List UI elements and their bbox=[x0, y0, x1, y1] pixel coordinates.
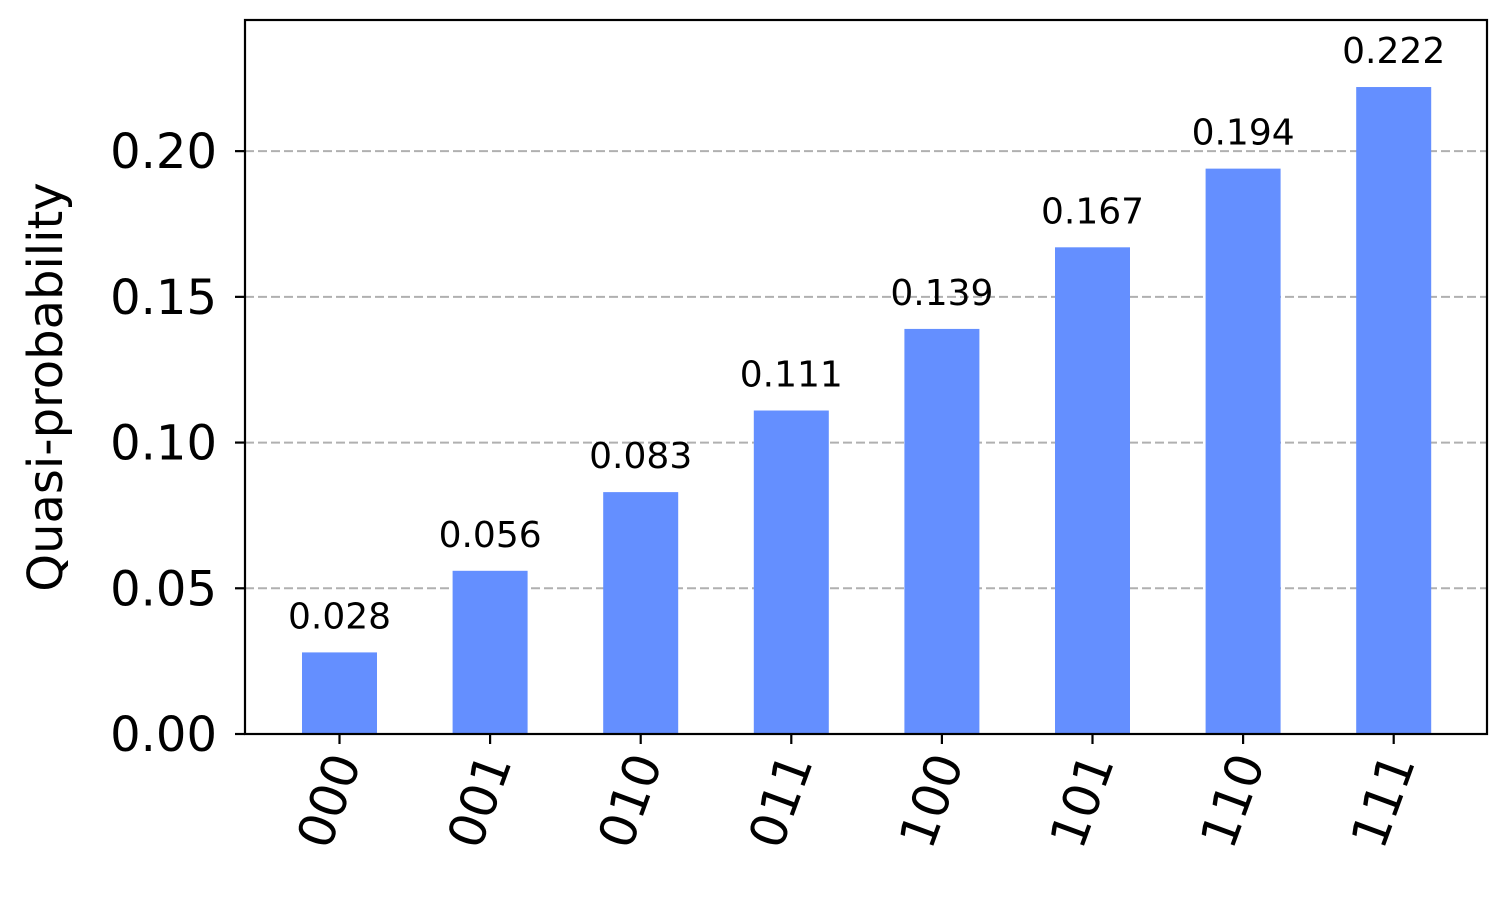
bar-010 bbox=[603, 492, 679, 734]
bar-value-label: 0.167 bbox=[1041, 191, 1144, 232]
y-tick-label: 0.20 bbox=[110, 124, 217, 180]
bar-value-label: 0.194 bbox=[1192, 113, 1295, 154]
bar-value-label: 0.139 bbox=[890, 273, 993, 314]
y-tick-label: 0.05 bbox=[110, 561, 217, 617]
grid-lines bbox=[245, 150, 1487, 590]
bar-value-labels: 0.028 0.056 0.083 0.111 0.139 0.167 0.194 0.222 bbox=[288, 31, 1445, 637]
y-tick-label: 0.00 bbox=[110, 707, 217, 763]
plot-frame bbox=[243, 18, 1489, 736]
bar-111 bbox=[1356, 87, 1432, 735]
x-tick-label: 001 bbox=[436, 746, 523, 856]
x-tick-label: 111 bbox=[1340, 746, 1427, 856]
x-tick-label: 000 bbox=[286, 746, 373, 856]
bar-011 bbox=[753, 410, 829, 734]
y-axis-ticks: 0.00 0.05 0.10 0.15 0.20 bbox=[110, 124, 245, 763]
bar-value-label: 0.111 bbox=[740, 355, 843, 396]
bar-101 bbox=[1055, 247, 1130, 735]
bar-000 bbox=[302, 652, 377, 734]
bar-value-label: 0.056 bbox=[439, 515, 542, 556]
bar-110 bbox=[1205, 168, 1281, 735]
bar-value-label: 0.028 bbox=[288, 596, 391, 637]
bar-value-label: 0.222 bbox=[1342, 31, 1445, 72]
bars bbox=[302, 87, 1432, 735]
bar-value-label: 0.083 bbox=[589, 436, 692, 477]
y-tick-label: 0.10 bbox=[110, 416, 217, 472]
x-tick-label: 110 bbox=[1189, 746, 1276, 856]
x-tick-label: 100 bbox=[888, 746, 975, 856]
y-axis-label: Quasi-probability bbox=[18, 182, 74, 591]
x-tick-label: 101 bbox=[1039, 746, 1126, 856]
x-axis-ticks: 000 001 010 011 100 101 110 111 bbox=[286, 734, 1427, 856]
x-tick-label: 010 bbox=[587, 746, 674, 856]
bar-100 bbox=[904, 328, 980, 734]
bar-001 bbox=[452, 570, 528, 734]
x-tick-label: 011 bbox=[737, 746, 824, 856]
y-tick-label: 0.15 bbox=[110, 270, 217, 326]
